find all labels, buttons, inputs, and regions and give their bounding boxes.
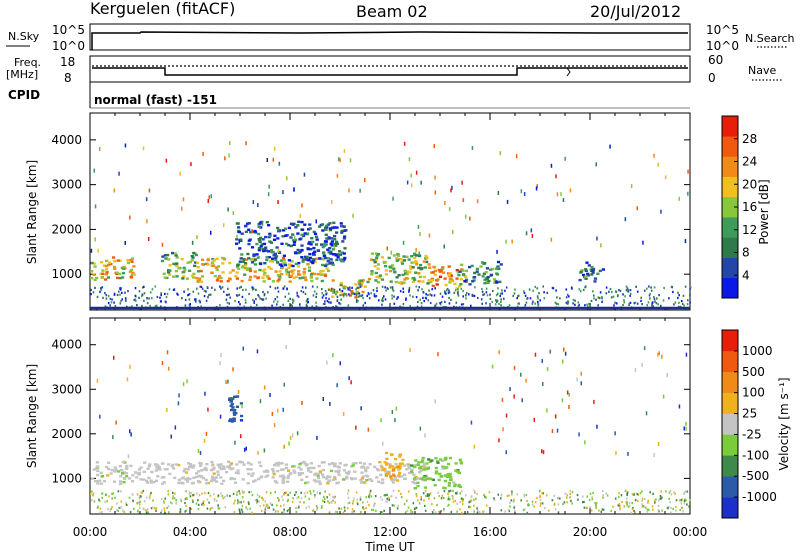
- x-tick-label: 20:00: [573, 525, 608, 539]
- power-colorbar: 28 24 20 16 12 8 4: [721, 115, 757, 299]
- velocity-colorbar-tick: -100: [742, 448, 769, 462]
- noise-right-tick-top: 10^5: [706, 23, 739, 37]
- x-tick-label: 04:00: [173, 525, 208, 539]
- cpid-label: CPID: [8, 88, 40, 102]
- power-echo-region: [90, 256, 137, 281]
- freq-left-tick-top: 18: [60, 55, 75, 69]
- nave-right-tick-bottom: 0: [708, 71, 716, 85]
- velocity-colorbar-tick: -25: [742, 427, 762, 441]
- x-tick-label: 12:00: [373, 525, 408, 539]
- x-tick-label: 08:00: [273, 525, 308, 539]
- velocity-ytick-label: 4000: [51, 338, 82, 352]
- velocity-colorbar-tick: 25: [742, 407, 757, 421]
- freq-label-2: [MHz]: [6, 68, 38, 81]
- date-title: 20/Jul/2012: [590, 2, 681, 21]
- noise-right-tick-bottom: 10^0: [706, 39, 739, 53]
- nave-label: Nave: [748, 64, 776, 77]
- freq-line: [92, 67, 688, 76]
- velocity-colorbar: 1000 500 100 25 -25 -100 -500 -1000: [721, 329, 777, 519]
- power-colorbar-tick: 4: [742, 268, 750, 282]
- cpid-mode-text: normal (fast) -151: [94, 93, 217, 107]
- freq-left-tick-bottom: 8: [64, 71, 72, 85]
- x-tick-label: 00:00: [73, 525, 108, 539]
- velocity-panel-frame: [89, 317, 691, 515]
- velocity-colorbar-tick: -500: [742, 469, 769, 483]
- velocity-colorbar-tick: 500: [742, 365, 765, 379]
- power-colorbar-tick: 24: [742, 155, 757, 169]
- velocity-scattered-echoes: [96, 345, 688, 459]
- power-ytick-label: 1000: [51, 267, 82, 281]
- power-ytick-label: 3000: [51, 178, 82, 192]
- station-title: Kerguelen (fitACF): [90, 0, 235, 18]
- noise-panel-frame: [89, 23, 691, 51]
- velocity-colorbar-tick: 100: [742, 386, 765, 400]
- power-echo-region: [160, 251, 198, 280]
- velocity-colorbar-label: Velocity [m s⁻¹]: [777, 377, 791, 470]
- power-ylabel: Slant Range [km]: [25, 160, 39, 264]
- velocity-echo-region: [410, 456, 464, 490]
- power-echo-region: [235, 220, 348, 268]
- power-echo-region: [456, 260, 503, 286]
- noise-left-tick-bottom: 10^0: [52, 39, 85, 53]
- velocity-echo-region: [90, 460, 431, 486]
- x-tick-label: 16:00: [473, 525, 508, 539]
- nave-glitch: [566, 67, 571, 77]
- noise-left-tick-top: 10^5: [52, 23, 85, 37]
- beam-title: Beam 02: [356, 2, 428, 21]
- nave-right-tick-top: 60: [708, 53, 723, 67]
- power-colorbar-tick: 8: [742, 246, 750, 260]
- velocity-near-range-echoes: [90, 489, 691, 514]
- power-ytick-label: 4000: [51, 133, 82, 147]
- velocity-colorbar-tick: -1000: [742, 490, 777, 504]
- power-echo-region: [578, 261, 605, 283]
- power-echo-region: [366, 252, 433, 285]
- velocity-colorbar-tick: 1000: [742, 344, 773, 358]
- power-ytick-label: 2000: [51, 222, 82, 236]
- power-colorbar-tick: 20: [742, 177, 757, 191]
- power-colorbar-tick: 28: [742, 132, 757, 146]
- power-scattered-echoes: [90, 141, 689, 256]
- noise-right-label: N.Search: [745, 32, 795, 45]
- freq-panel-frame: [89, 55, 691, 83]
- velocity-ytick-label: 3000: [51, 382, 82, 396]
- x-tick-label: 00:00: [673, 525, 708, 539]
- power-colorbar-tick: 16: [742, 200, 757, 214]
- velocity-ylabel: Slant Range [km]: [25, 364, 39, 468]
- freq-label-1: Freq.: [14, 56, 41, 69]
- power-colorbar-tick: 12: [742, 223, 757, 237]
- x-axis-label: Time UT: [364, 540, 415, 554]
- velocity-echo-region: [378, 451, 405, 480]
- velocity-ytick-label: 2000: [51, 427, 82, 441]
- noise-sky-line: [91, 31, 688, 50]
- velocity-echo-region: [228, 395, 244, 423]
- noise-left-label: N.Sky: [8, 30, 40, 43]
- velocity-ytick-label: 1000: [51, 471, 82, 485]
- power-colorbar-label: Power [dB]: [757, 179, 771, 244]
